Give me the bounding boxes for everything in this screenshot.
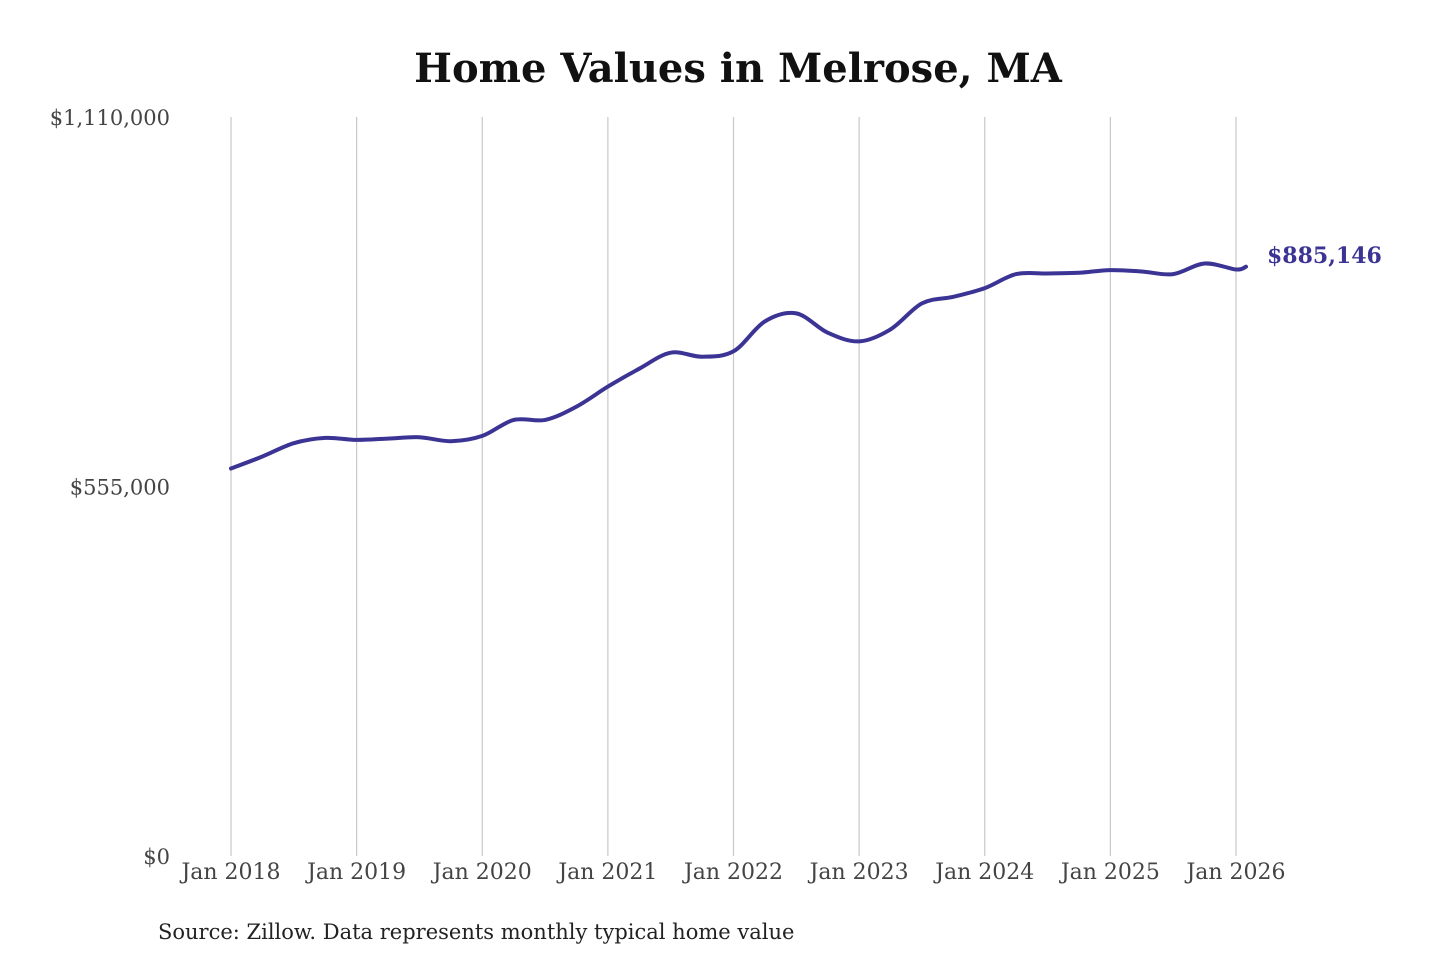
x-tick-label: Jan 2019 bbox=[305, 860, 406, 885]
chart-title: Home Values in Melrose, MA bbox=[414, 45, 1063, 92]
x-tick-label: Jan 2022 bbox=[682, 860, 783, 885]
y-tick-label: $0 bbox=[143, 845, 170, 869]
x-tick-label: Jan 2023 bbox=[808, 860, 909, 885]
y-tick-label: $1,110,000 bbox=[50, 106, 170, 130]
source-note: Source: Zillow. Data represents monthly … bbox=[158, 920, 794, 944]
home-value-line bbox=[229, 261, 1248, 471]
latest-value-label: $885,146 bbox=[1267, 243, 1382, 269]
x-tick-label: Jan 2021 bbox=[556, 860, 657, 885]
x-tick-label: Jan 2025 bbox=[1059, 860, 1160, 885]
y-axis-ticks: $0 $555,000 $1,110,000 bbox=[50, 106, 170, 869]
x-tick-label: Jan 2024 bbox=[933, 860, 1034, 885]
x-tick-label: Jan 2026 bbox=[1184, 860, 1285, 885]
x-tick-label: Jan 2020 bbox=[431, 860, 532, 885]
vertical-gridlines bbox=[230, 117, 1237, 856]
x-axis-ticks: Jan 2018 Jan 2019 Jan 2020 Jan 2021 Jan 2022… bbox=[179, 860, 1285, 885]
y-tick-label: $555,000 bbox=[70, 476, 170, 500]
x-tick-label: Jan 2018 bbox=[179, 860, 280, 885]
